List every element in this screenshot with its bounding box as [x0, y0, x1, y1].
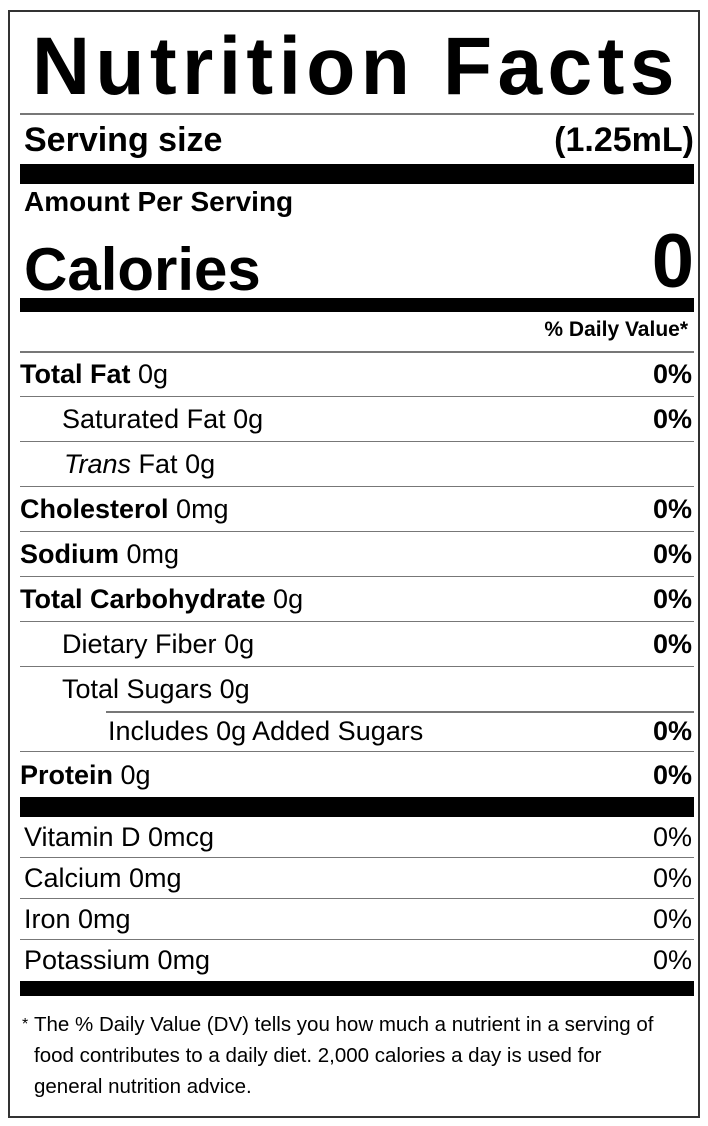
nutrient-row-added-sugars: Includes 0g Added Sugars 0%	[20, 712, 694, 752]
vitamin-text: Potassium 0mg	[24, 945, 211, 975]
nutrient-row-total-carbohydrate: Total Carbohydrate 0g 0%	[20, 577, 694, 622]
nutrient-row-cholesterol: Cholesterol 0mg 0%	[20, 487, 694, 532]
nutrient-dv: 0%	[652, 716, 692, 746]
nutrient-name: Cholesterol	[20, 493, 169, 524]
serving-size-row: Serving size (1.25mL)	[24, 118, 694, 162]
nutrient-row-protein: Protein 0g 0%	[20, 753, 694, 797]
calories-value: 0	[651, 219, 694, 304]
nutrient-name: Saturated Fat	[62, 403, 226, 434]
nutrient-amount: 0g	[224, 628, 255, 659]
calories-row: Calories 0	[24, 224, 694, 300]
nutrient-dv: 0%	[652, 538, 692, 569]
nutrient-row-total-fat: Total Fat 0g 0%	[20, 352, 694, 397]
divider	[106, 711, 694, 713]
nutrient-dv: 0%	[652, 403, 692, 434]
nutrient-dv: 0%	[652, 759, 692, 790]
daily-value-header: % Daily Value*	[544, 318, 688, 341]
nutrient-row-dietary-fiber: Dietary Fiber 0g 0%	[20, 622, 694, 667]
nutrient-row-saturated-fat: Saturated Fat 0g 0%	[20, 397, 694, 442]
nutrient-amount: 0g	[233, 403, 264, 434]
vitamin-dv: 0%	[652, 821, 692, 852]
nutrient-row-trans-fat: Trans Fat 0g	[20, 442, 694, 487]
thick-divider	[20, 164, 694, 184]
vitamin-text: Iron 0mg	[24, 903, 131, 934]
nutrient-name: Total Fat	[20, 358, 131, 389]
divider	[20, 351, 694, 353]
label-title: Nutrition Facts	[32, 21, 680, 112]
nutrient-dv: 0%	[652, 628, 692, 659]
footnote-text: The % Daily Value (DV) tells you how muc…	[34, 1013, 654, 1098]
vitamin-dv: 0%	[652, 903, 692, 934]
thick-divider	[20, 298, 694, 312]
thick-divider	[20, 981, 694, 996]
nutrient-name: Total Sugars	[62, 673, 213, 704]
vitamin-row-vitamin-d: Vitamin D 0mcg 0%	[20, 817, 694, 858]
serving-size-label: Serving size	[24, 120, 223, 159]
nutrient-name: Sodium	[20, 538, 119, 569]
footnote: * The % Daily Value (DV) tells you how m…	[22, 1009, 664, 1102]
nutrient-dv: 0%	[652, 583, 692, 614]
serving-size-value: (1.25mL)	[554, 120, 694, 159]
nutrient-row-total-sugars: Total Sugars 0g	[20, 667, 694, 711]
amount-per-serving: Amount Per Serving	[24, 186, 294, 217]
nutrient-amount: 0mg	[126, 538, 180, 569]
nutrient-name: Protein	[20, 759, 114, 790]
vitamin-text: Vitamin D 0mcg	[24, 821, 215, 852]
nutrient-amount: 0g	[219, 673, 250, 704]
vitamin-text: Calcium 0mg	[24, 862, 182, 893]
nutrient-name: Fat	[138, 448, 178, 479]
nutrition-facts-label: Nutrition Facts Serving size (1.25mL) Am…	[8, 10, 700, 1118]
vitamin-row-iron: Iron 0mg 0%	[20, 899, 694, 940]
nutrient-row-sodium: Sodium 0mg 0%	[20, 532, 694, 577]
nutrient-text: Includes 0g Added Sugars	[108, 716, 424, 746]
nutrient-name: Total Carbohydrate	[20, 583, 266, 614]
vitamin-dv: 0%	[652, 862, 692, 893]
nutrient-amount: 0g	[120, 759, 151, 790]
nutrient-name: Dietary Fiber	[62, 628, 217, 659]
divider	[20, 113, 694, 115]
vitamin-row-calcium: Calcium 0mg 0%	[20, 858, 694, 899]
nutrient-dv: 0%	[652, 493, 692, 524]
nutrient-dv: 0%	[652, 358, 692, 389]
calories-label: Calories	[24, 236, 261, 303]
vitamin-dv: 0%	[652, 945, 692, 975]
thick-divider	[20, 797, 694, 817]
nutrient-amount: 0g	[273, 583, 304, 614]
nutrient-amount: 0mg	[176, 493, 229, 524]
nutrient-amount: 0g	[185, 448, 216, 479]
nutrient-name-italic: Trans	[64, 448, 132, 479]
nutrient-amount: 0g	[138, 358, 169, 389]
vitamin-row-potassium: Potassium 0mg 0%	[20, 940, 694, 981]
footnote-asterisk: *	[22, 1016, 29, 1033]
